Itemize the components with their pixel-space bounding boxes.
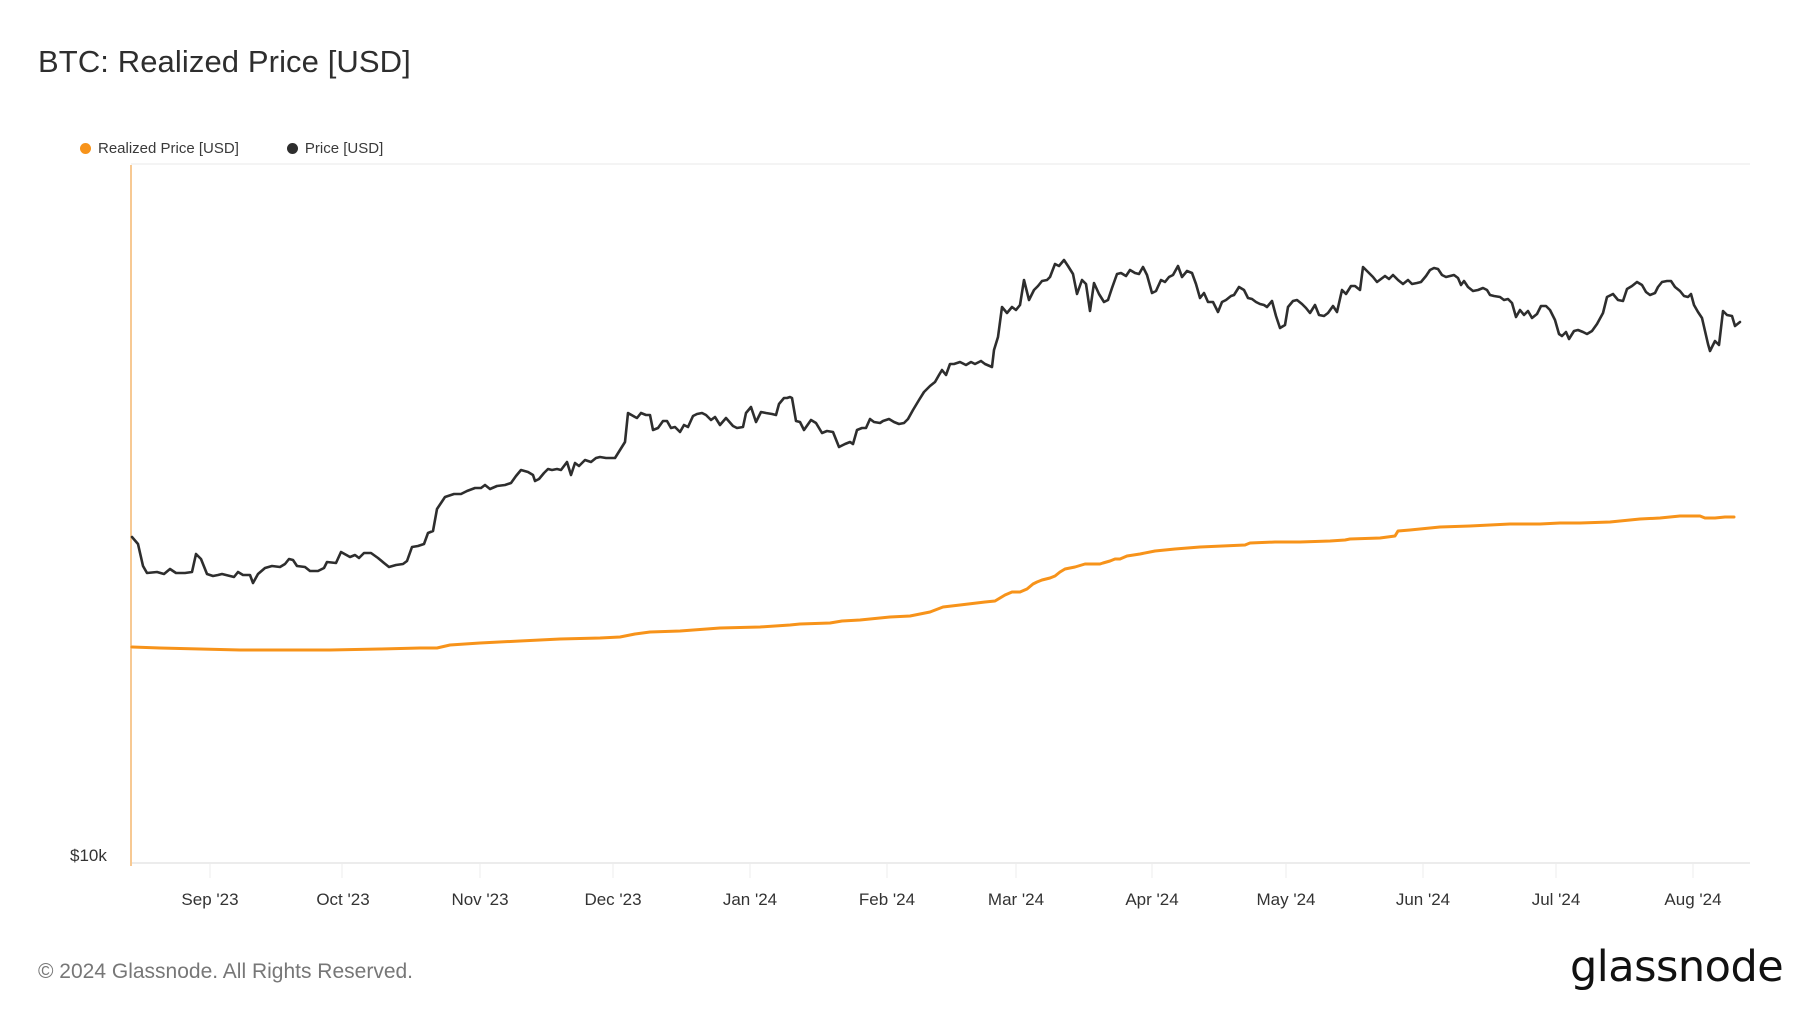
x-tick-label: Sep '23 xyxy=(181,890,239,909)
x-tick-label: Jun '24 xyxy=(1395,890,1451,909)
legend-label: Realized Price [USD] xyxy=(98,140,239,157)
chart-title: BTC: Realized Price [USD] xyxy=(38,44,411,79)
y-axis-tick-label: $10k xyxy=(70,846,107,865)
legend-item-price[interactable]: Price [USD] xyxy=(286,140,384,157)
price-line[interactable] xyxy=(130,258,1742,585)
chart-legend: Realized Price [USD] Price [USD] xyxy=(80,140,431,157)
x-tick-label: Dec '23 xyxy=(584,890,642,909)
x-tick-label: Oct '23 xyxy=(316,890,370,909)
x-tick-label: Aug '24 xyxy=(1664,890,1722,909)
x-axis-ticks xyxy=(209,863,1694,878)
legend-item-realized-price[interactable]: Realized Price [USD] xyxy=(80,140,239,157)
legend-dot-orange-icon xyxy=(80,143,91,154)
x-tick-label: Nov '23 xyxy=(451,890,509,909)
legend-label: Price [USD] xyxy=(304,140,384,157)
x-tick-label: Apr '24 xyxy=(1125,890,1179,909)
legend-dot-black-icon xyxy=(286,143,298,154)
copyright-text: © 2024 Glassnode. All Rights Reserved. xyxy=(38,960,414,983)
x-tick-label: Jul '24 xyxy=(1531,890,1581,909)
x-tick-label: Feb '24 xyxy=(858,890,916,909)
glassnode-logo: glassnode xyxy=(1570,942,1784,992)
x-tick-label: Jan '24 xyxy=(722,890,778,909)
x-tick-label: May '24 xyxy=(1256,890,1316,909)
x-tick-label: Mar '24 xyxy=(987,890,1045,909)
realized-price-line[interactable] xyxy=(130,514,1736,652)
